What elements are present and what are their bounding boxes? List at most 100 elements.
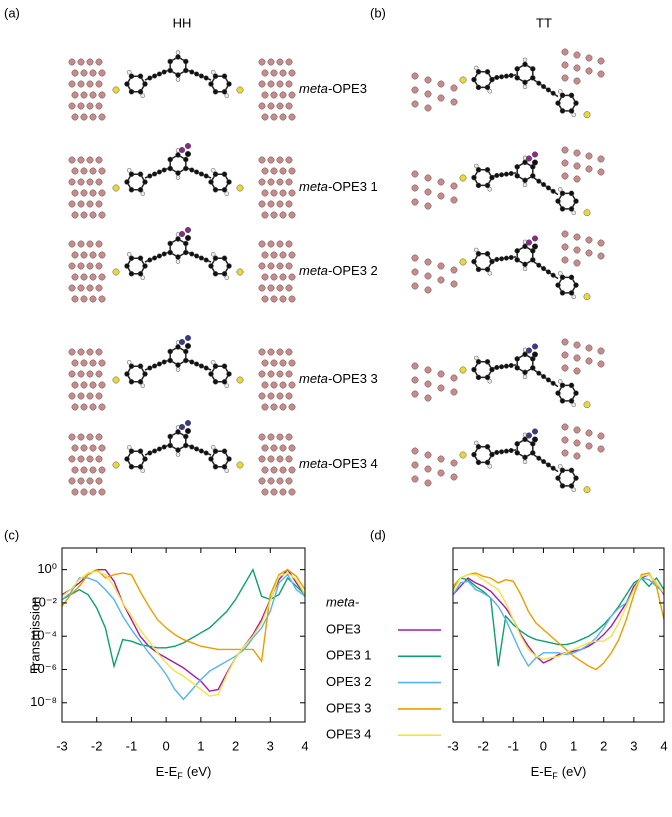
atom [288, 273, 296, 281]
atom [411, 362, 419, 370]
atom [258, 58, 266, 66]
atom [503, 171, 509, 177]
atom [175, 259, 181, 264]
atom [68, 284, 76, 292]
structure-prefix: meta- [299, 179, 333, 194]
atom [71, 295, 79, 303]
atom [167, 357, 173, 364]
structure-prefix: meta- [299, 81, 333, 96]
atom [285, 262, 293, 270]
atom [499, 74, 505, 80]
atom [71, 273, 79, 281]
atom [597, 445, 605, 453]
x-tick-label: -1 [126, 738, 138, 753]
atom [437, 455, 445, 463]
atom [128, 363, 135, 369]
atom [522, 79, 528, 86]
legend-label: OPE3 2 [326, 674, 372, 689]
atom [522, 84, 528, 90]
atom [279, 273, 287, 281]
atom [531, 343, 539, 350]
atom [221, 171, 228, 177]
atom [494, 74, 500, 81]
atom [285, 477, 293, 485]
atom [450, 84, 458, 92]
atom [184, 234, 192, 242]
atom [573, 77, 581, 85]
atom [203, 450, 209, 456]
atom [474, 247, 479, 253]
atom [68, 433, 76, 441]
atom [558, 464, 563, 469]
atom [258, 284, 266, 292]
series-line [62, 567, 305, 669]
atom [258, 262, 266, 270]
atom [494, 364, 500, 371]
atom [437, 178, 445, 186]
atom [80, 381, 88, 389]
atom [585, 249, 593, 257]
atom [267, 392, 275, 400]
structure-prefix: meta- [299, 371, 333, 386]
atom [474, 65, 479, 71]
atom [267, 240, 275, 248]
atom [573, 246, 581, 254]
panel-label: (a) [4, 5, 20, 20]
atom [288, 91, 296, 99]
atom [450, 473, 458, 481]
atom [279, 488, 287, 496]
atom [536, 178, 542, 184]
atom [484, 69, 491, 75]
atom [484, 84, 491, 91]
y-tick-label: 10⁰ [37, 561, 57, 576]
atom [545, 269, 551, 275]
atom [267, 102, 275, 110]
atom [270, 113, 278, 121]
atom [494, 172, 500, 179]
atom [208, 456, 214, 462]
atom [68, 455, 76, 463]
atom [573, 64, 581, 72]
atom [212, 171, 219, 177]
atom [522, 459, 528, 465]
atom [484, 444, 491, 450]
atom [89, 251, 97, 259]
atom [208, 81, 214, 87]
atom [411, 184, 419, 192]
atom [161, 69, 167, 75]
atom [194, 253, 200, 259]
atom [475, 251, 482, 257]
atom [267, 58, 275, 66]
series-line [453, 577, 664, 668]
atom [98, 488, 106, 496]
atom [475, 374, 482, 381]
atom [68, 477, 76, 485]
atom [127, 168, 132, 173]
atom [236, 268, 244, 276]
atom [80, 403, 88, 411]
atom [212, 271, 219, 277]
atom [411, 475, 419, 483]
atom [288, 444, 296, 452]
atom [98, 91, 106, 99]
atom [77, 262, 85, 270]
atom [514, 164, 520, 170]
atom [112, 184, 120, 192]
atom [597, 70, 605, 78]
atom [561, 48, 569, 56]
atom [261, 167, 269, 175]
atom [545, 377, 551, 383]
atom [561, 364, 569, 372]
atom [559, 108, 566, 114]
atom [514, 365, 520, 371]
atom [95, 240, 103, 248]
atom [261, 273, 269, 281]
atom [424, 188, 432, 196]
legend-label: OPE3 1 [326, 648, 372, 663]
atom [175, 175, 181, 180]
atom [211, 252, 216, 257]
atom [585, 54, 593, 62]
atom [175, 367, 181, 372]
atom [142, 179, 148, 185]
x-tick-label: -2 [91, 738, 103, 753]
